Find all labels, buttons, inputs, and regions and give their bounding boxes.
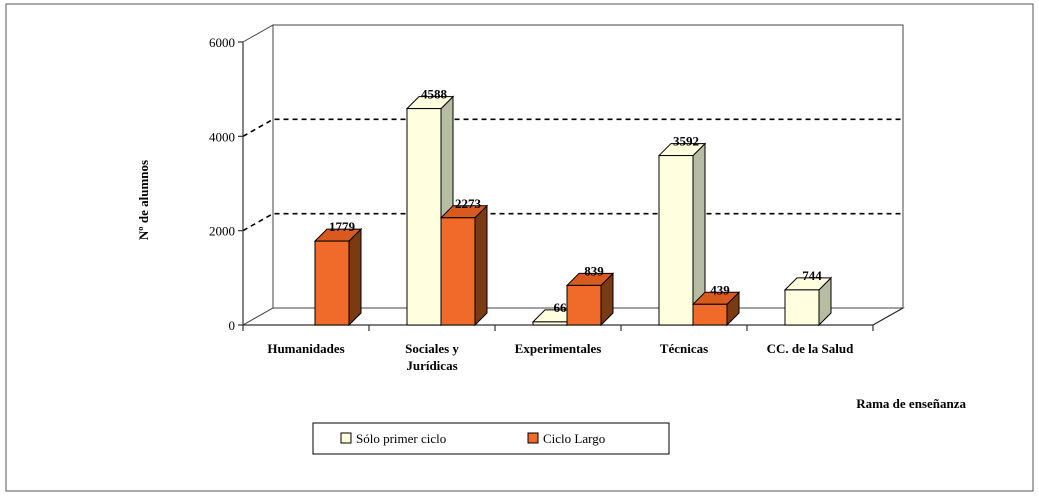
x-tick-label: Humanidades <box>267 341 344 356</box>
data-label: 1779 <box>329 219 356 234</box>
data-label: 439 <box>710 282 730 297</box>
legend-swatch <box>527 432 539 444</box>
bar-front <box>566 284 602 326</box>
data-labels: 1779 4588 2273 66 839 3592 439 744 <box>329 87 822 315</box>
bar-ciclo-largo <box>313 227 363 327</box>
x-tick-label: Sociales y <box>405 341 459 356</box>
bar-ciclo-largo <box>439 204 489 327</box>
side-wall <box>242 24 274 326</box>
x-tick-label: CC. de la Salud <box>767 341 854 356</box>
bar-solo-primer-ciclo <box>405 95 455 327</box>
bar-front <box>406 108 442 326</box>
x-tick-label: Experimentales <box>515 341 602 356</box>
x-tick-label: Jurídicas <box>406 358 457 373</box>
bar-front <box>532 321 568 326</box>
y-tick-label: 4000 <box>209 129 235 144</box>
legend: Sólo primer ciclo Ciclo Largo <box>312 422 670 455</box>
y-axis-title: Nº de alumnos <box>136 160 151 240</box>
bar-ciclo-largo <box>565 272 615 327</box>
data-label: 744 <box>802 268 822 283</box>
bar-side <box>474 204 488 327</box>
bar-front <box>692 303 728 326</box>
legend-label: Sólo primer ciclo <box>356 431 446 446</box>
bar-solo-primer-ciclo <box>783 276 833 327</box>
data-label: 839 <box>584 263 604 278</box>
data-label: 66 <box>554 300 568 315</box>
bar-front <box>658 155 694 326</box>
bar-ciclo-largo <box>691 291 741 327</box>
x-tick-label: Técnicas <box>660 341 708 356</box>
x-axis-depth-line <box>872 307 904 326</box>
bar-solo-primer-ciclo <box>657 142 707 327</box>
bar-front <box>314 240 350 326</box>
legend-swatch <box>340 432 352 444</box>
outer-frame <box>5 3 1034 492</box>
y-tick-label: 0 <box>229 318 236 333</box>
y-tick-label: 6000 <box>209 35 235 50</box>
bars <box>313 95 833 327</box>
data-label: 4588 <box>421 87 448 102</box>
gridline <box>242 118 903 138</box>
legend-box <box>312 422 670 455</box>
x-axis-title: Rama de enseñanza <box>856 396 966 411</box>
data-label: 3592 <box>673 134 699 149</box>
bar-front <box>440 217 476 326</box>
legend-label: Ciclo Largo <box>543 431 605 446</box>
data-label: 2273 <box>455 196 482 211</box>
bar-side <box>348 227 362 327</box>
y-tick-label: 2000 <box>209 224 235 239</box>
bar-front <box>784 289 820 326</box>
